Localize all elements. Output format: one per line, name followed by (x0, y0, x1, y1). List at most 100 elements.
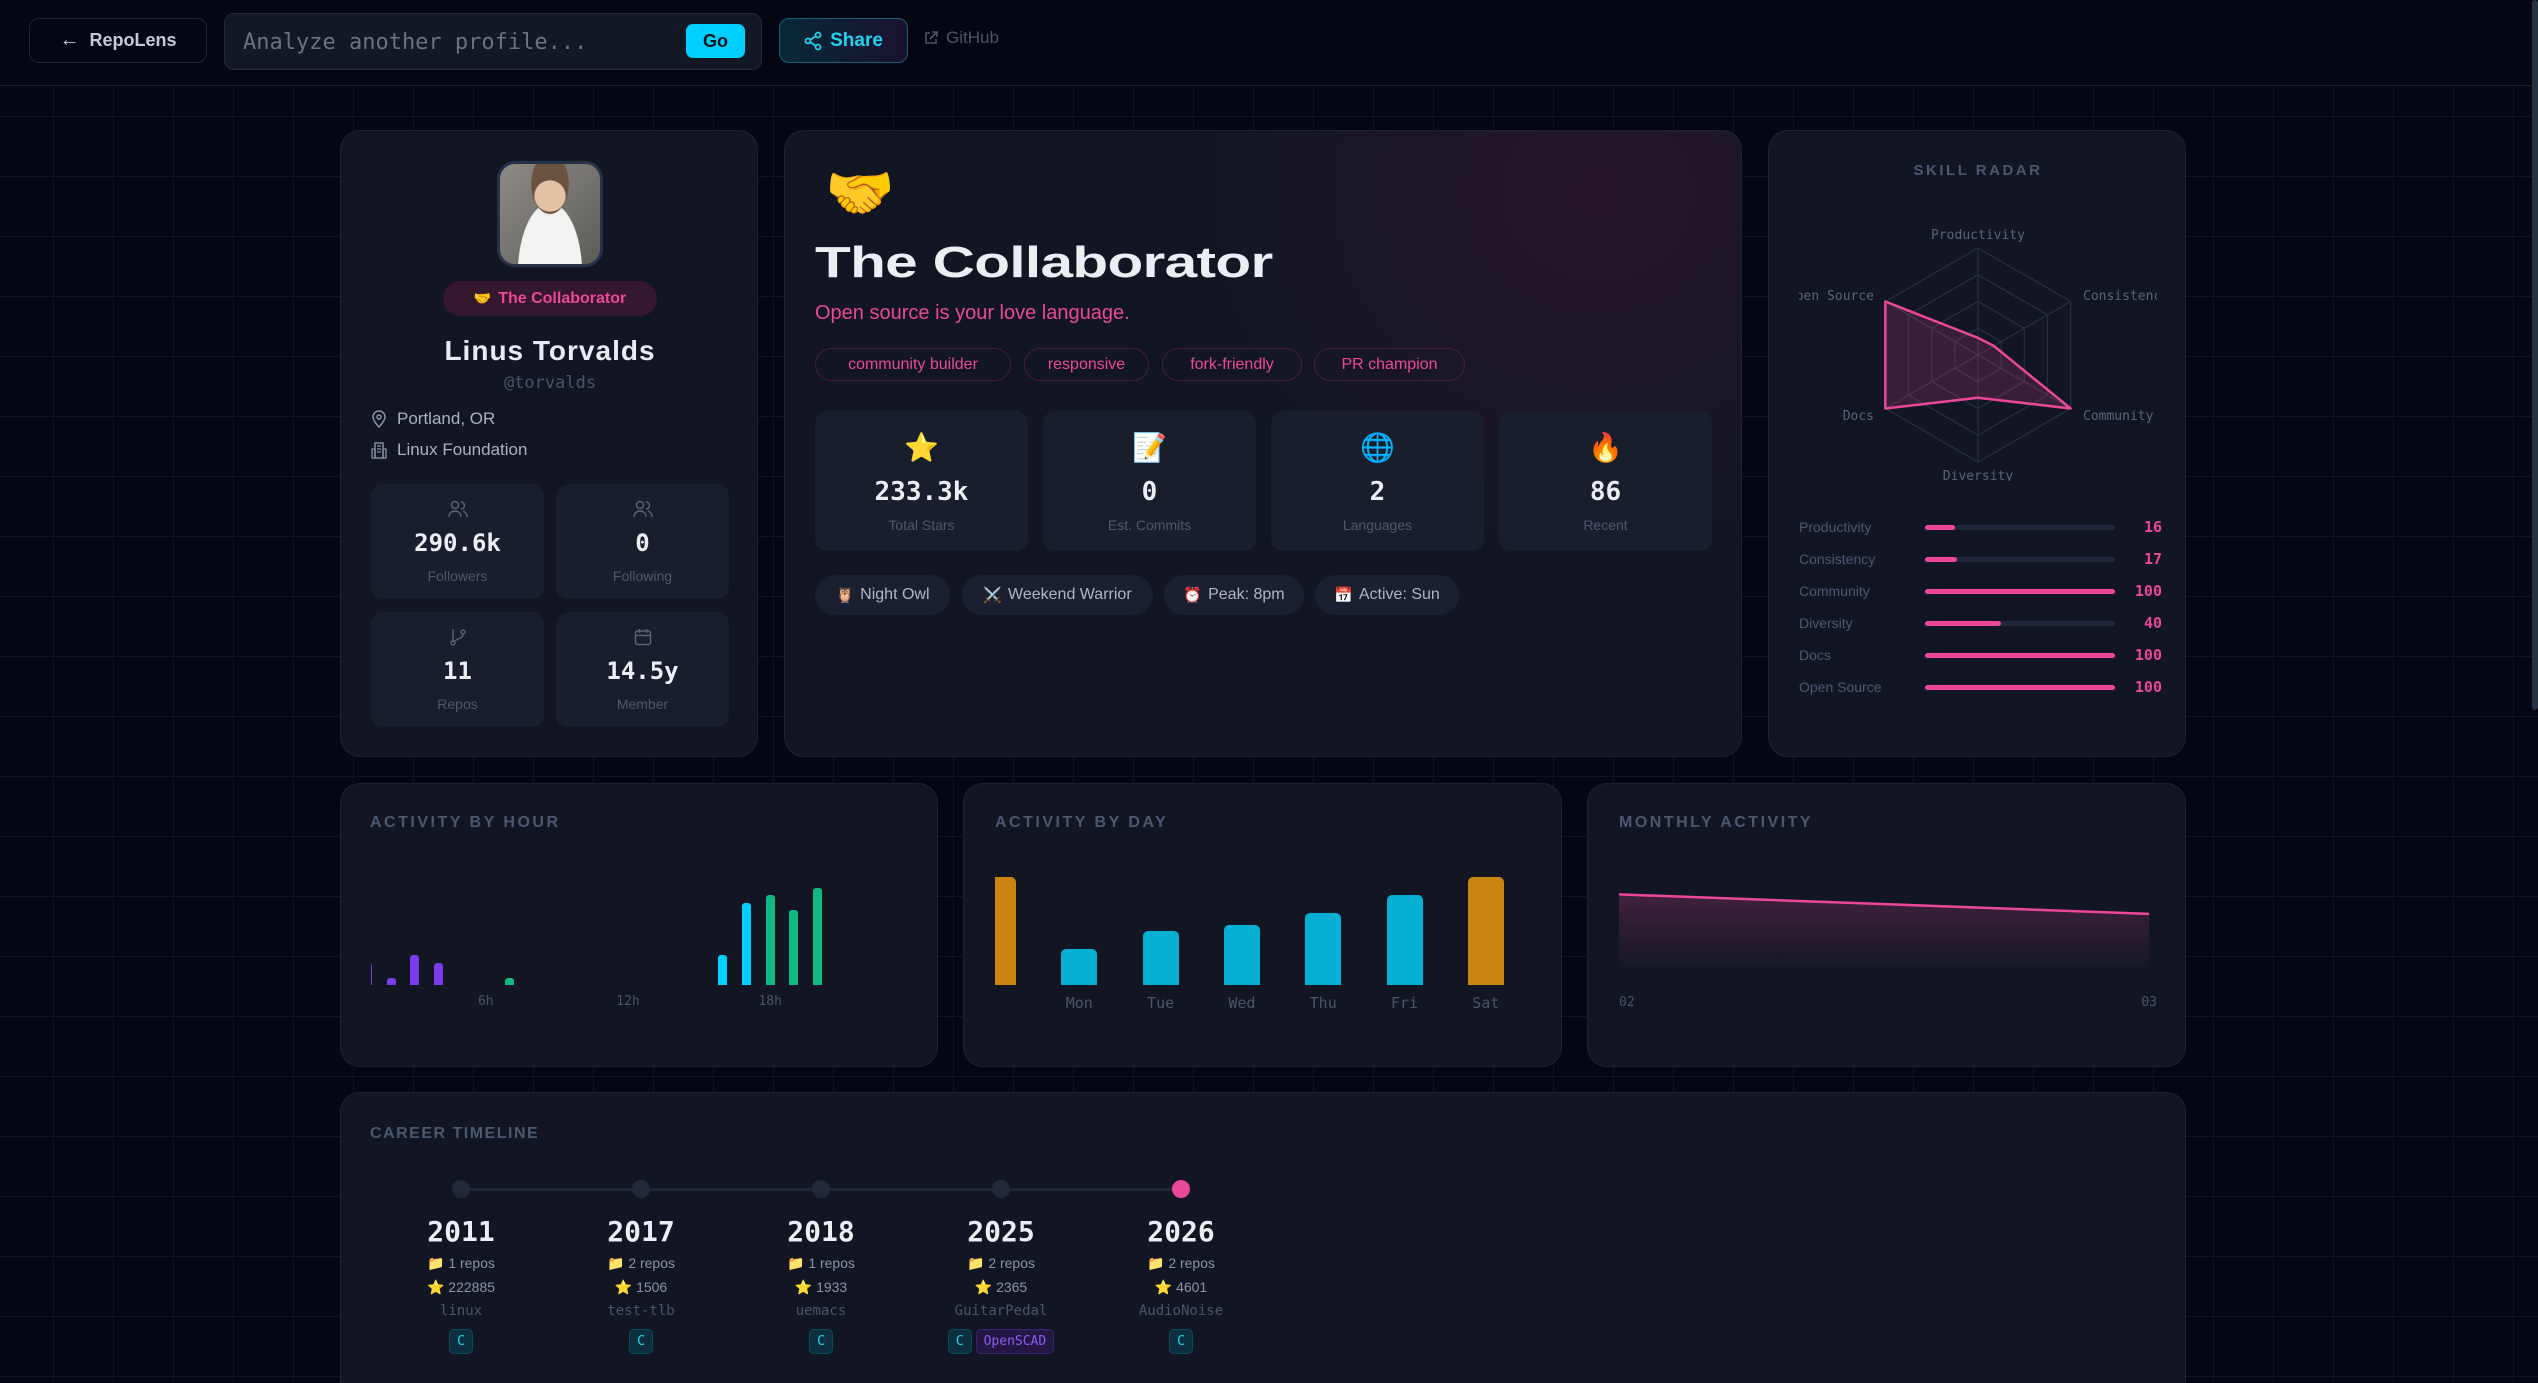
timeline-repos: 📁 2 repos (1096, 1255, 1266, 1279)
stat-label: Following (612, 568, 673, 584)
arrow-left-icon: ← (59, 29, 80, 51)
stars-count: 1933 (816, 1279, 848, 1295)
skill-value: 16 (2143, 518, 2162, 536)
monthly-area-fill (1619, 894, 2149, 974)
stat-label: Est. Commits (1107, 517, 1192, 533)
timeline-dot[interactable] (632, 1180, 650, 1198)
star-icon: ⭐ (426, 1279, 449, 1295)
hero-stat-total-stars: ⭐ 233.3k Total Stars (815, 411, 1028, 551)
hour-bar (813, 888, 823, 985)
star-icon: ⭐ (614, 1279, 637, 1295)
skill-name: Docs (1799, 647, 1831, 663)
memo-icon: 📝 (1132, 432, 1167, 463)
star-icon: ⭐ (1154, 1279, 1177, 1295)
language-chips: C (736, 1329, 906, 1354)
hour-bar (789, 910, 799, 985)
skill-name: Community (1799, 583, 1870, 599)
day-bar (995, 877, 1016, 985)
scrollbar-thumb[interactable] (2532, 0, 2538, 710)
stars-count: 2365 (996, 1279, 1028, 1295)
company-row: Linux Foundation (371, 440, 527, 460)
skill-bar-track (1925, 653, 2115, 658)
skill-bar-fill (1925, 525, 1956, 530)
share-icon (804, 31, 822, 50)
external-link-icon (925, 31, 938, 44)
skill-bar-track (1925, 621, 2115, 626)
skill-value: 100 (2134, 678, 2162, 696)
timeline-year: 2018 (787, 1215, 855, 1248)
timeline-dot[interactable] (812, 1180, 830, 1198)
archetype-title: The Collaborator (815, 238, 1273, 287)
skill-row-docs: Docs 100 (1799, 645, 2162, 665)
back-button[interactable]: ← RepoLens (29, 18, 207, 63)
day-bar (1061, 949, 1098, 985)
skill-bar-fill (1925, 621, 2001, 626)
skill-name: Consistency (1799, 551, 1876, 567)
skill-bar-track (1925, 685, 2115, 690)
skill-name: Productivity (1799, 519, 1872, 535)
repos-count: 1 repos (448, 1255, 496, 1271)
timeline-repo-name[interactable]: test-tlb (607, 1303, 675, 1319)
hour-bar (505, 977, 514, 985)
day-bar (1223, 925, 1260, 985)
timeline-item: 2018 📁 1 repos ⭐ 1933 uemacs C (736, 1215, 906, 1354)
stars-count: 222885 (448, 1279, 496, 1295)
day-tick-label: Thu (1309, 994, 1337, 1012)
timeline-dot[interactable] (452, 1180, 470, 1198)
day-bar (1305, 913, 1342, 985)
language-chips: C OpenSCAD (916, 1329, 1086, 1354)
radar-spoke (1885, 300, 1979, 356)
language-chip: C (629, 1329, 653, 1354)
hour-bar (371, 962, 372, 985)
radar-chart: Productivity Consistency Community Diversit… (1799, 228, 2157, 481)
timeline-repo-name[interactable]: GuitarPedal (954, 1303, 1048, 1319)
timeline-dot-current[interactable] (1172, 1180, 1190, 1198)
skill-bar-fill (1925, 685, 2115, 690)
timeline-year: 2026 (1147, 1215, 1215, 1248)
calendar-icon: 📅 (1334, 587, 1353, 604)
archetype-tagline: Open source is your love language. (815, 302, 1130, 324)
skill-row-community: Community 100 (1799, 581, 2162, 601)
share-button[interactable]: Share (779, 18, 908, 63)
skill-row-consistency: Consistency 17 (1799, 549, 2162, 569)
skill-row-productivity: Productivity 16 (1799, 517, 2162, 537)
activity-by-hour-card: ACTIVITY BY HOUR 6h 12h 18h (340, 783, 938, 1067)
radar-axis-label: Community (2083, 409, 2154, 424)
archetype-badge: 🤝 The Collaborator (443, 281, 657, 316)
skill-name: Diversity (1799, 615, 1853, 631)
github-label: GitHub (946, 28, 999, 47)
timeline-repo-name[interactable]: uemacs (795, 1303, 847, 1319)
github-link[interactable]: GitHub (923, 28, 999, 48)
day-bar (1467, 877, 1504, 985)
stat-value: 14.5y (606, 657, 679, 685)
timeline-repo-name[interactable]: AudioNoise (1138, 1303, 1224, 1319)
go-button[interactable]: Go (686, 24, 745, 58)
stat-label: Total Stars (888, 517, 955, 533)
day-tick-label: Wed (1228, 994, 1256, 1012)
stat-label: Recent (1583, 517, 1628, 533)
timeline-dot[interactable] (992, 1180, 1010, 1198)
trait-chip: responsive (1024, 348, 1149, 381)
hour-tick-label: 6h (477, 994, 494, 1009)
skill-row-open-source: Open Source 100 (1799, 677, 2162, 697)
badge-label: Peak: 8pm (1208, 586, 1285, 603)
monthly-activity-card: MONTHLY ACTIVITY 02 03 (1587, 783, 2186, 1067)
skill-bar-fill (1925, 557, 1958, 562)
day-tick-label: Tue (1147, 994, 1175, 1012)
language-chip: C (947, 1329, 972, 1354)
profile-card: 🤝 The Collaborator Linus Torvalds @torva… (340, 130, 758, 757)
timeline-item: 2026 📁 2 repos ⭐ 4601 AudioNoise C (1096, 1215, 1266, 1354)
stat-value: 11 (443, 657, 472, 685)
stat-label: Languages (1342, 517, 1413, 533)
stat-value: 0 (1141, 477, 1158, 507)
stat-label: Followers (427, 568, 488, 584)
profile-search-input[interactable] (243, 24, 683, 60)
timeline-item: 2025 📁 2 repos ⭐ 2365 GuitarPedal C OpenSCAD (916, 1215, 1086, 1354)
timeline-year: 2025 (967, 1215, 1035, 1248)
stars-count: 1506 (636, 1279, 668, 1295)
hour-bar (742, 902, 751, 985)
hero-stat-languages: 🌐 2 Languages (1271, 411, 1484, 551)
building-icon (371, 441, 387, 459)
stat-label: Repos (437, 696, 478, 712)
timeline-repo-name[interactable]: linux (439, 1303, 483, 1319)
